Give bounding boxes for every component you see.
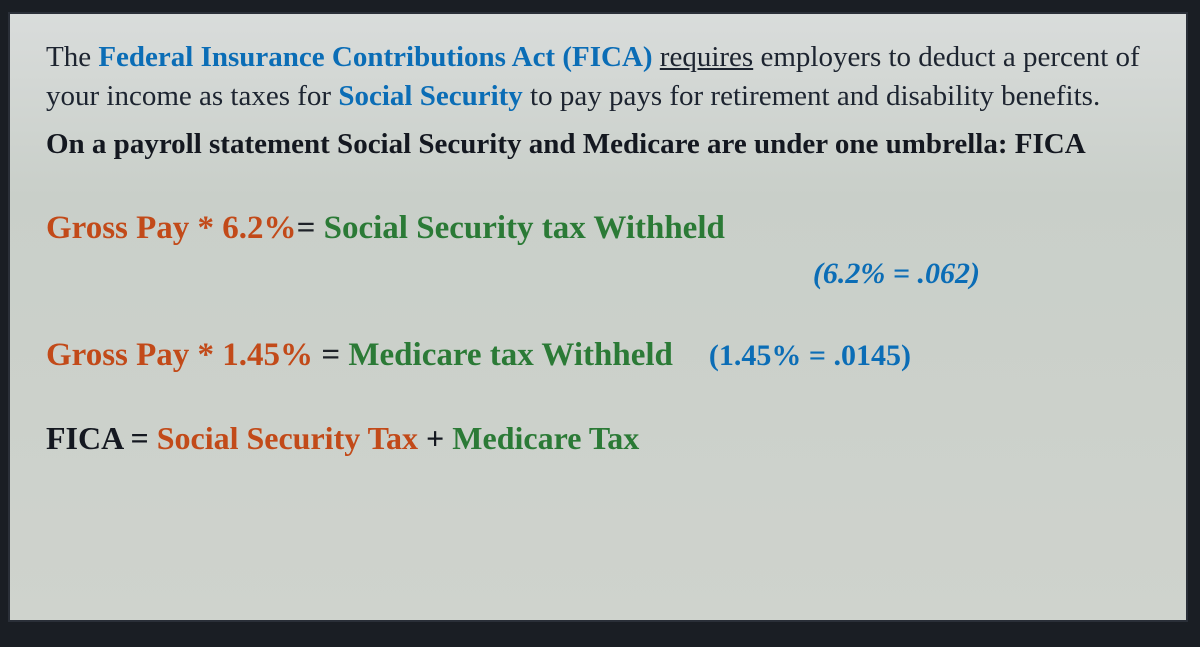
- text-seg: to pay pays for retirement and disabilit…: [523, 80, 1100, 112]
- social-security-formula: Gross Pay * 6.2%= Social Security tax Wi…: [46, 210, 1150, 247]
- medicare-formula: Gross Pay * 1.45% = Medicare tax Withhel…: [46, 337, 673, 374]
- formula-equals: =: [297, 210, 324, 246]
- requires-underline: requires: [660, 41, 753, 73]
- fica-sum-formula: FICA = Social Security Tax + Medicare Ta…: [46, 420, 1150, 457]
- medicare-percent-conversion: (1.45% = .0145): [709, 339, 911, 373]
- formula-lhs: Gross Pay * 6.2%: [46, 210, 297, 246]
- slide-panel: The Federal Insurance Contributions Act …: [8, 12, 1188, 622]
- ss-percent-conversion: (6.2% = .062): [46, 257, 1150, 291]
- intro-paragraph: The Federal Insurance Contributions Act …: [46, 38, 1150, 116]
- ss-tax-term: Social Security Tax: [157, 420, 418, 456]
- medicare-row: Gross Pay * 1.45% = Medicare tax Withhel…: [46, 337, 1150, 374]
- text-seg: The: [46, 41, 98, 73]
- formula-lhs: Gross Pay * 1.45%: [46, 337, 321, 373]
- plus-sign: +: [418, 420, 452, 456]
- umbrella-statement: On a payroll statement Social Security a…: [46, 126, 1150, 164]
- formula-rhs: Social Security tax Withheld: [324, 210, 725, 246]
- formula-equals: =: [321, 337, 348, 373]
- medicare-tax-term: Medicare Tax: [452, 420, 639, 456]
- formula-equals: =: [130, 420, 156, 456]
- formula-rhs: Medicare tax Withheld: [348, 337, 673, 373]
- fica-term: Federal Insurance Contributions Act (FIC…: [98, 41, 652, 73]
- fica-label: FICA: [46, 420, 130, 456]
- social-security-term: Social Security: [338, 80, 522, 112]
- text-seg: [653, 41, 660, 73]
